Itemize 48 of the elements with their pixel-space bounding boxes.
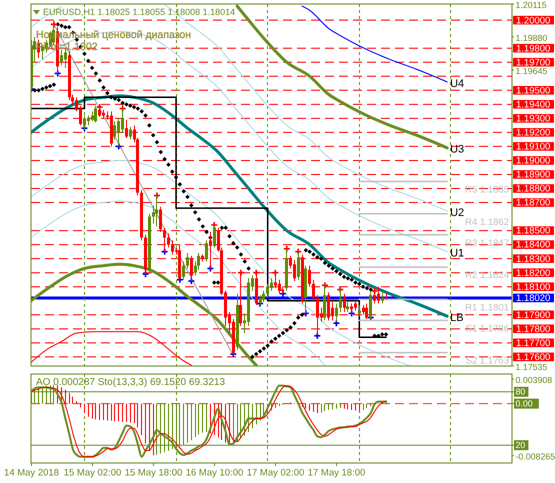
x-tick-label: 14 May 2018 (4, 468, 59, 479)
y-tick-label: 1.19880 (516, 33, 548, 43)
ref-line-label: 1.19000 (516, 156, 550, 167)
x-tick-label: 17 May 18:00 (308, 468, 366, 479)
ref-line-label: 1.18500 (516, 226, 550, 237)
ref-line-label: 1.18400 (516, 240, 550, 251)
ref-line-label: 1.19100 (516, 142, 550, 153)
ref-line-label: 1.17700 (516, 338, 550, 349)
y-tick-label: 0.00 (516, 398, 533, 409)
ref-line-label: 1.18100 (516, 282, 550, 293)
ref-line-label: 1.17800 (516, 324, 550, 335)
ref-line-label: 1.19200 (516, 128, 550, 138)
ref-line-label: 1.17600 (516, 352, 550, 363)
ref-line-label: 1.19400 (516, 99, 550, 110)
series-label: R1 1.1801 (465, 302, 509, 314)
y2-tick-label: 80 (516, 386, 526, 397)
chart-title: AO 0.000287 Sto(13,3,3) 69.1520 69.3213 (36, 377, 226, 388)
ref-line-label: 1.18020 (516, 293, 550, 304)
chart-title: EURUSD,H1 1.18025 1.18055 1.18008 1.18014 (43, 6, 236, 17)
y-tick-label: 1.17535 (516, 362, 548, 372)
ref-line-label: 1.18700 (516, 198, 550, 209)
y-tick-label: -0.008265 (516, 452, 555, 462)
series-label: R2 1.1824 (465, 270, 509, 282)
ref-line-label: 1.19700 (516, 57, 550, 68)
ref-line-label: 1.18300 (516, 254, 550, 265)
series-label: S2 1.1763 (466, 356, 509, 367)
ref-line-label: 1.19300 (516, 113, 550, 124)
ref-line-label: 1.20000 (516, 15, 550, 26)
ref-line-label: 1.17900 (516, 310, 550, 321)
y2-tick-label: 20 (516, 440, 526, 450)
x-tick-label: 16 May 10:00 (186, 468, 244, 479)
y-tick-label: 1.19645 (516, 66, 548, 76)
series-label: U4 (450, 78, 464, 90)
ref-line-label: 1.19800 (516, 43, 550, 54)
y-tick-label: 0.003908 (516, 375, 552, 386)
x-tick-label: 15 May 18:00 (124, 468, 182, 479)
y-tick-label: 1.20115 (516, 0, 547, 10)
x-tick-label: 15 May 02:00 (64, 468, 122, 479)
series-label: U3 (450, 144, 464, 156)
ref-line-label: 1.18800 (516, 184, 550, 195)
series-label: LB (450, 312, 464, 324)
x-tick-label: 17 May 02:00 (246, 468, 304, 479)
series-label: U1 (450, 248, 464, 260)
ref-line-label: 1.18200 (516, 268, 550, 279)
ref-line-label: 1.18900 (516, 170, 550, 181)
series-label: R4 1.1862 (465, 216, 509, 228)
ref-line-label: 1.19500 (516, 85, 550, 96)
series-label: U2 (450, 206, 464, 219)
